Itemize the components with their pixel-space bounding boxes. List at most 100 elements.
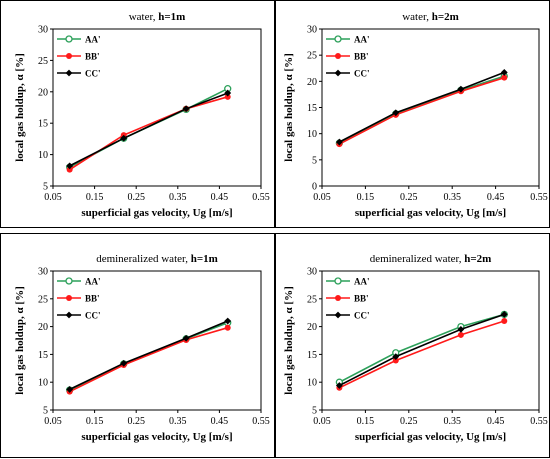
chart-title: water, h=2m [402, 11, 459, 23]
x-tick-label: 0.15 [86, 192, 104, 203]
series-line-BB [339, 76, 505, 145]
legend-marker [335, 53, 341, 59]
chart-panel-water-h1: water, h=1m 5 10 15 20 25 30 0.05 0.15 0.25 0.35 0.… [0, 0, 275, 228]
chart-title-height: h=1m [158, 11, 185, 23]
x-tick-label: 0.35 [169, 192, 187, 203]
y-tick-label: 20 [38, 322, 48, 333]
x-tick-label: 0.55 [252, 416, 270, 427]
legend-marker [66, 295, 72, 301]
legend-entry: AA' [354, 277, 370, 287]
chart-panel-demineralized-h1: demineralized water, h=1m 5 10 15 20 25 30 0.05… [0, 233, 275, 458]
series-line-BB [69, 96, 228, 171]
plot-area [321, 270, 540, 411]
chart-title-text: demineralized water, [96, 253, 191, 265]
legend-entry: CC' [85, 69, 101, 79]
legend-entry: AA' [85, 35, 101, 45]
series-line-BB [69, 326, 228, 393]
y-tick-label: 30 [307, 25, 317, 36]
legend-marker [66, 53, 72, 59]
x-tick-label: 0.55 [530, 416, 548, 427]
chart-title-text: water, [129, 11, 159, 23]
legend-marker [334, 277, 342, 285]
x-tick-label: 0.15 [357, 416, 375, 427]
legend-marker [334, 311, 342, 319]
chart-panel-demineralized-h2: demineralized water, h=2m 5 10 15 20 25 30 0.05… [275, 233, 550, 458]
x-axis-label: superficial gas velocity, Ug [m/s] [355, 431, 506, 443]
data-point [392, 109, 400, 117]
chart-title-height: h=2m [464, 253, 491, 265]
y-tick-label: 30 [38, 267, 48, 278]
y-tick-label: 15 [38, 119, 48, 130]
chart-title-text: demineralized water, [370, 253, 465, 265]
x-tick-label: 0.35 [443, 192, 461, 203]
data-point [120, 359, 128, 367]
series-line-CC [339, 313, 505, 387]
legend-entry: CC' [354, 69, 370, 79]
line-chart: demineralized water, h=2m 5 10 15 20 25 30 0.05… [283, 253, 548, 443]
plot-area [52, 270, 262, 411]
y-tick-label: 15 [307, 103, 317, 114]
plot-area [52, 28, 262, 187]
chart-title-height: h=2m [432, 11, 459, 23]
data-point [66, 166, 73, 173]
y-tick-label: 15 [38, 350, 48, 361]
y-tick-label: 10 [307, 378, 317, 389]
y-tick-label: 5 [312, 155, 317, 166]
series-line-CC [69, 92, 228, 167]
x-axis-label: superficial gas velocity, Ug [m/s] [355, 207, 506, 219]
legend-entry: CC' [85, 311, 101, 321]
y-tick-label: 25 [38, 294, 48, 305]
data-point [500, 310, 508, 318]
data-point [224, 324, 231, 331]
x-tick-label: 0.55 [530, 192, 548, 203]
data-point [457, 85, 465, 93]
legend-marker [334, 35, 342, 43]
line-chart: demineralized water, h=1m 5 10 15 20 25 30 0.05… [14, 253, 270, 443]
data-point [335, 138, 343, 146]
y-tick-label: 25 [38, 56, 48, 67]
legend-marker [65, 69, 73, 77]
y-tick-label: 5 [312, 406, 317, 417]
y-tick-label: 20 [307, 77, 317, 88]
x-tick-label: 0.15 [357, 192, 375, 203]
data-point [120, 134, 128, 142]
x-tick-label: 0.45 [211, 416, 229, 427]
legend-entry: BB' [354, 52, 369, 62]
data-point [392, 353, 400, 361]
series-line-BB [339, 320, 505, 389]
data-point [457, 331, 464, 338]
y-tick-label: 10 [38, 150, 48, 161]
data-point [501, 74, 508, 81]
legend-entry: AA' [354, 35, 370, 45]
x-tick-label: 0.25 [127, 416, 145, 427]
data-point [224, 93, 231, 100]
chart-title: water, h=1m [129, 11, 186, 23]
y-axis-label: local gas holdup, α [%] [283, 286, 295, 395]
x-tick-label: 0.55 [252, 192, 270, 203]
x-tick-label: 0.05 [313, 416, 331, 427]
chart-panel-water-h2: water, h=2m 0 5 10 15 20 25 30 0.05 0.15 0.25 0.35 0… [275, 0, 550, 228]
legend-entry: AA' [85, 277, 101, 287]
series-line-CC [339, 71, 505, 143]
legend-entry: BB' [354, 294, 369, 304]
legend-marker [65, 277, 73, 285]
data-point [500, 69, 508, 76]
y-axis-label: local gas holdup, α [%] [14, 286, 26, 395]
x-tick-label: 0.05 [44, 416, 62, 427]
y-axis-label: local gas holdup, α [%] [283, 53, 295, 162]
y-axis-label: local gas holdup, α [%] [14, 53, 26, 162]
y-tick-label: 10 [307, 129, 317, 140]
x-tick-label: 0.45 [487, 192, 505, 203]
data-point [501, 318, 508, 325]
x-axis-label: superficial gas velocity, Ug [m/s] [81, 207, 232, 219]
y-tick-label: 20 [38, 87, 48, 98]
legend-marker [65, 35, 73, 43]
line-chart: water, h=2m 0 5 10 15 20 25 30 0.05 0.15 0.25 0.35 0… [283, 11, 548, 219]
x-tick-label: 0.05 [44, 192, 62, 203]
chart-title: demineralized water, h=1m [96, 253, 218, 265]
x-tick-label: 0.25 [400, 416, 418, 427]
x-tick-label: 0.45 [487, 416, 505, 427]
y-tick-label: 0 [312, 182, 317, 193]
x-tick-label: 0.15 [86, 416, 104, 427]
y-tick-label: 15 [307, 350, 317, 361]
